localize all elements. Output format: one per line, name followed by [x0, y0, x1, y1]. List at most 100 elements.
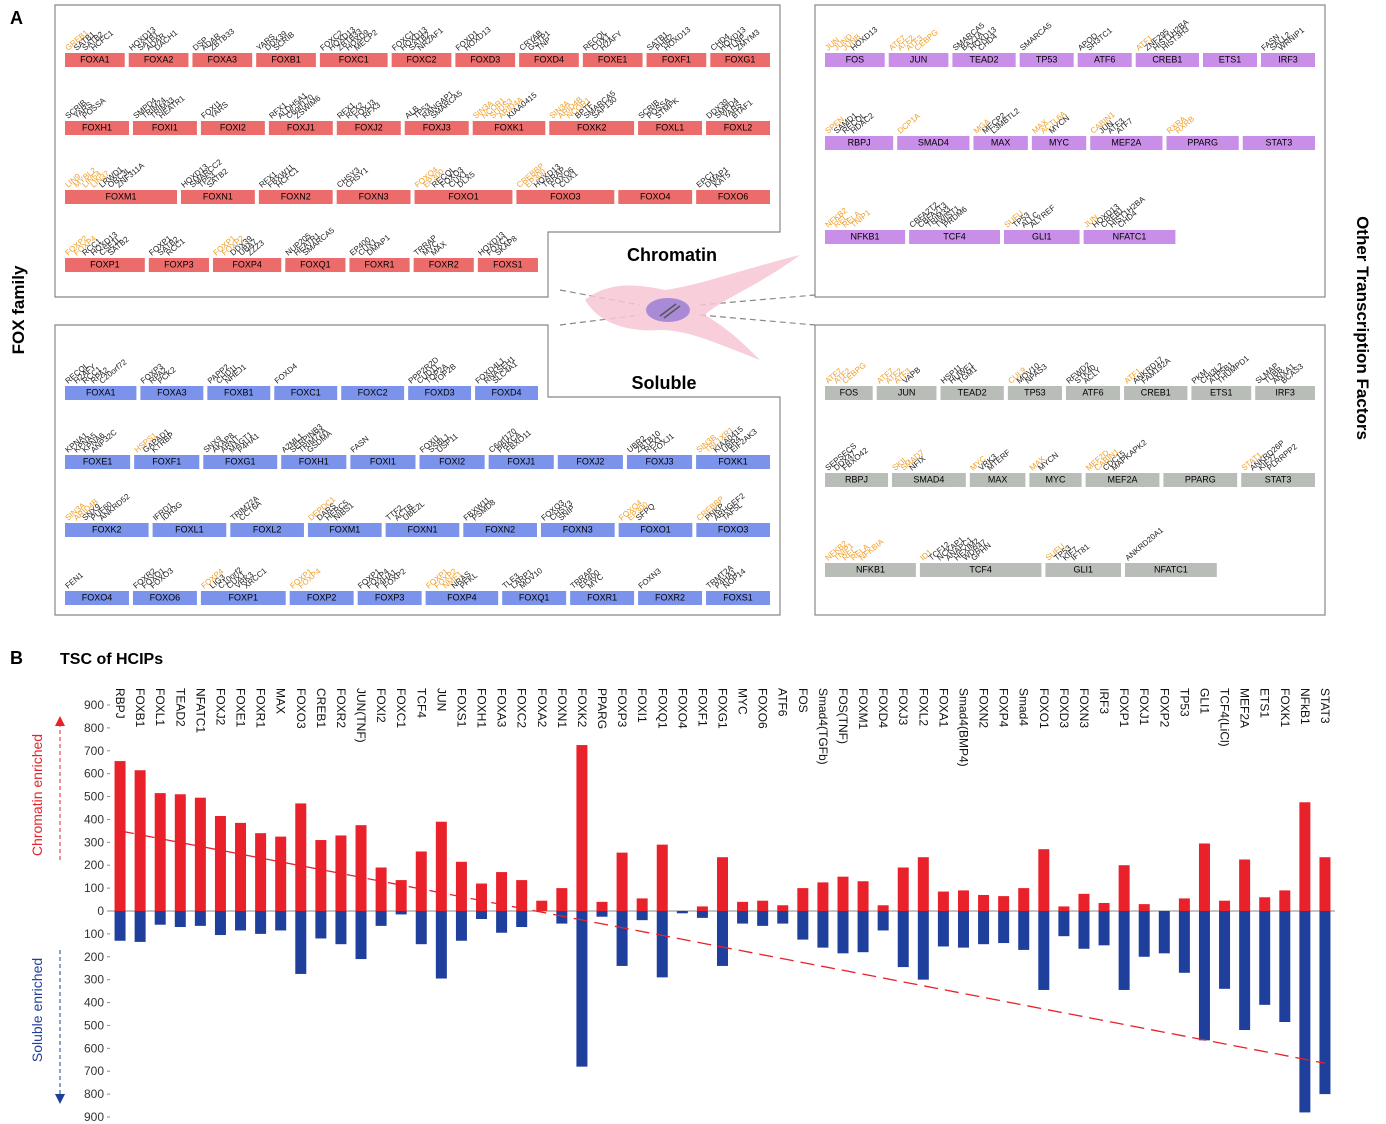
- y-tick-label: 900: [84, 1110, 104, 1124]
- y-tick-label: 100: [84, 881, 104, 895]
- bait-box: [1090, 136, 1163, 150]
- x-tick-label: FOXP3: [615, 688, 629, 728]
- x-tick-label: FOXL2: [916, 688, 930, 726]
- bar: [1178, 898, 1190, 911]
- bar: [1259, 897, 1271, 911]
- bar: [957, 911, 969, 948]
- bait-label: GLI1: [1073, 564, 1093, 574]
- bait-box: [1083, 230, 1176, 244]
- x-tick-label: FOXB1: [133, 688, 147, 728]
- bait-label: CREB1: [1141, 387, 1171, 397]
- bar: [275, 911, 287, 931]
- bait-box: [502, 591, 567, 605]
- bait-box: [455, 53, 516, 67]
- x-tick-label: FOXD3: [1057, 688, 1071, 728]
- bait-box: [1163, 473, 1238, 487]
- bar: [998, 896, 1010, 911]
- bar: [556, 911, 568, 924]
- bait-label: FOXC1: [339, 54, 369, 64]
- bait-label: FOXL1: [175, 524, 204, 534]
- bait-label: FOXB1: [224, 387, 254, 397]
- bait-box: [148, 258, 209, 272]
- x-tick-label: RBPJ: [113, 688, 127, 719]
- bar: [656, 844, 668, 911]
- x-tick-label: FOXQ1: [655, 688, 669, 729]
- x-tick-label: TP53: [1177, 688, 1191, 717]
- arrow-head: [55, 716, 65, 726]
- x-tick-label: FOXN2: [977, 688, 991, 728]
- bait-label: JUN: [910, 54, 928, 64]
- chromatin: [659, 303, 681, 319]
- bait-box: [892, 473, 966, 487]
- bar: [255, 833, 267, 911]
- trendline: [119, 830, 1326, 1064]
- y-tick-label: 600: [84, 767, 104, 781]
- bar: [596, 901, 608, 911]
- bar: [897, 867, 909, 911]
- bar: [375, 867, 387, 911]
- interactor: SMARCA5: [1018, 20, 1054, 52]
- bait-box: [626, 455, 693, 469]
- bait-box: [1077, 53, 1132, 67]
- compartment-label: Chromatin: [627, 245, 717, 265]
- x-tick-label: NFATC1: [193, 688, 207, 733]
- bait-box: [281, 455, 347, 469]
- bar: [516, 880, 528, 911]
- bar: [235, 911, 247, 931]
- bait-label: TCF4: [943, 231, 966, 241]
- bait-label: FOXM1: [329, 524, 360, 534]
- bar: [415, 851, 427, 911]
- x-tick-label: NFkB1: [1298, 688, 1312, 725]
- bait-label: FOXD4: [534, 54, 564, 64]
- bait-box: [425, 591, 499, 605]
- bait-box: [706, 591, 770, 605]
- x-tick-label: FOXN1: [555, 688, 569, 728]
- bar: [556, 888, 568, 911]
- bait-label: FOXO1: [448, 191, 479, 201]
- y-tick-label: 500: [84, 790, 104, 804]
- bait-label: SMAD4: [918, 137, 949, 147]
- x-tick-label: FOXA2: [535, 688, 549, 728]
- bar: [536, 900, 548, 911]
- bar: [937, 911, 949, 947]
- bar: [114, 761, 126, 911]
- bait-label: FOXQ1: [300, 259, 331, 269]
- bait-label: FOXJ1: [507, 456, 535, 466]
- bait-label: FOXO4: [82, 592, 113, 602]
- interactor: TNIP1: [849, 208, 873, 230]
- bait-label: FOXP4: [447, 592, 477, 602]
- x-tick-label: FOXD4: [876, 688, 890, 728]
- cell: [585, 255, 800, 360]
- bait-box: [285, 258, 346, 272]
- bait-label: FOXA1: [80, 54, 110, 64]
- bar: [696, 906, 708, 911]
- bait-box: [1019, 53, 1074, 67]
- bait-label: FOXN3: [563, 524, 593, 534]
- bait-label: FOXH1: [82, 122, 112, 132]
- bait-label: JUN: [898, 387, 916, 397]
- bait-label: FOXA3: [208, 54, 238, 64]
- bait-label: FOXP3: [375, 592, 405, 602]
- bait-box: [549, 121, 635, 135]
- arrow-head: [55, 1094, 65, 1104]
- bait-label: NFATC1: [1154, 564, 1188, 574]
- bait-box: [1124, 386, 1188, 400]
- bar: [1138, 904, 1150, 911]
- bait-box: [307, 523, 382, 537]
- y-tick-label: 800: [84, 721, 104, 735]
- bait-box: [65, 591, 129, 605]
- x-tick-label: GLI1: [1197, 688, 1211, 714]
- bar: [134, 911, 146, 942]
- bait-label: FOXS1: [723, 592, 753, 602]
- bar: [576, 911, 588, 1067]
- bar: [998, 911, 1010, 944]
- bait-label: ATF6: [1082, 387, 1103, 397]
- bait-box: [274, 386, 338, 400]
- bar: [214, 816, 226, 911]
- bait-label: TP53: [1036, 54, 1058, 64]
- bar: [194, 911, 206, 926]
- y-tick-label: 0: [97, 904, 104, 918]
- bar: [676, 911, 688, 914]
- bait-box: [414, 190, 513, 204]
- bait-box: [825, 53, 885, 67]
